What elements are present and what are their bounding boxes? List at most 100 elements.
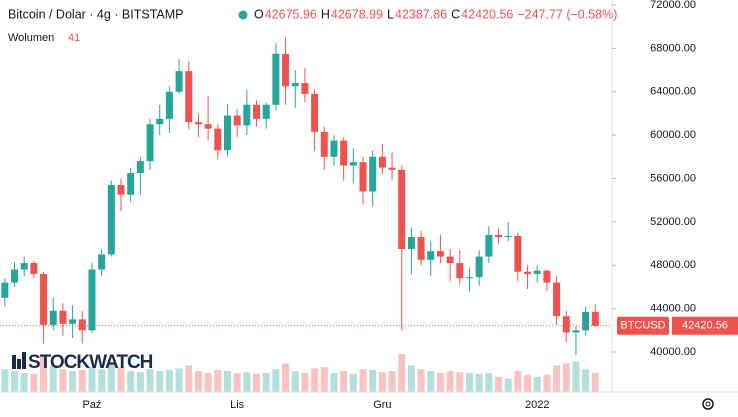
candle-body — [11, 269, 19, 283]
volume-bar — [330, 373, 338, 392]
volume-bar — [591, 373, 599, 392]
candle-body — [272, 53, 280, 105]
candle-body — [253, 104, 261, 119]
candle-body — [543, 270, 551, 283]
price-tag — [672, 316, 738, 335]
candle-body — [495, 234, 503, 238]
volume-bar — [253, 373, 261, 392]
candle-body — [417, 237, 425, 260]
volume-bar — [388, 371, 396, 392]
candle-body — [407, 237, 415, 249]
candle-body — [1, 282, 9, 298]
candle-body — [146, 124, 154, 162]
volume-bar — [533, 376, 541, 392]
volume-bar — [146, 369, 154, 392]
candle-body — [524, 271, 532, 274]
candle-body — [262, 104, 270, 119]
volume-bar — [165, 369, 173, 392]
change: −247.77 (−0.58%) — [517, 7, 617, 21]
candle-body — [465, 277, 473, 279]
y-tick-label: 64000.00 — [650, 86, 696, 98]
volume-bar — [107, 361, 115, 392]
candle-body — [591, 311, 599, 326]
y-tick-label: 48000.00 — [650, 259, 696, 271]
volume-bar — [291, 371, 299, 392]
candle-body — [156, 118, 164, 125]
symbol-tag — [617, 316, 669, 335]
candle-body — [175, 71, 183, 92]
candle-body — [282, 53, 290, 87]
gear-center — [705, 401, 711, 407]
candle-body — [194, 122, 202, 125]
candle-body — [311, 93, 319, 132]
candle-body — [223, 115, 231, 151]
volume-bar — [485, 373, 493, 392]
volume-bar — [282, 363, 290, 392]
ohlc-value: 42387.86 — [395, 7, 447, 21]
volume-bar — [272, 369, 280, 392]
volume-bar — [136, 372, 144, 392]
candle-body — [485, 234, 493, 257]
volume-bar — [88, 367, 96, 392]
chart-title: Bitcoin / Dolar · 4g · BITSTAMP — [8, 7, 184, 21]
x-tick-label: Gru — [373, 399, 391, 411]
volume-bar — [562, 363, 570, 392]
watermark-text: STOCKWATCH — [28, 352, 153, 373]
y-tick-label: 68000.00 — [650, 42, 696, 54]
volume-bar — [262, 373, 270, 392]
candle-body — [204, 124, 212, 129]
volume-bar — [446, 371, 454, 392]
candle-body — [398, 169, 406, 249]
candle-body — [427, 251, 435, 260]
volume-bar — [233, 373, 241, 392]
candle-body — [330, 140, 338, 157]
plot-area — [1, 37, 599, 392]
volume-bar — [69, 371, 77, 392]
candle-body — [127, 173, 135, 195]
volume-bar — [59, 369, 67, 392]
volume-bar — [301, 373, 309, 392]
volume-bar — [407, 365, 415, 392]
volume-bar — [127, 371, 135, 392]
y-tick-label: 56000.00 — [650, 172, 696, 184]
volume-bar — [456, 372, 464, 392]
candle-body — [369, 156, 377, 192]
candle-body — [446, 256, 454, 264]
candle-body — [533, 270, 541, 274]
volume-bar — [40, 355, 48, 392]
settings-icon[interactable] — [702, 398, 714, 410]
candle-body — [436, 251, 444, 257]
volume-bar — [340, 371, 348, 392]
y-tick-label: 44000.00 — [650, 303, 696, 315]
candle-body — [301, 83, 309, 94]
ohlc-value: 42420.56 — [461, 7, 513, 21]
candle-body — [291, 83, 299, 87]
candle-body — [340, 140, 348, 166]
symbol-label: BTCUSD — [620, 320, 665, 332]
volume-bar — [475, 373, 483, 392]
candle-body — [349, 162, 357, 166]
candle-body — [98, 254, 106, 270]
candle-body — [514, 235, 522, 272]
ohlc-value: 42678.99 — [331, 7, 383, 21]
gear[interactable] — [702, 398, 714, 410]
volume-label: Wolumen — [8, 32, 54, 44]
volume-bar — [98, 369, 106, 392]
candle-body — [572, 330, 580, 333]
market-status — [238, 10, 248, 20]
volume-bar — [20, 373, 28, 392]
candle-body — [78, 319, 86, 331]
volume-value: 41 — [68, 32, 80, 44]
volume-bar — [504, 378, 512, 392]
volume-bar — [1, 369, 9, 392]
volume-bar — [49, 365, 57, 392]
x-tick-label: Paź — [82, 399, 101, 411]
ohlc-key: L — [387, 7, 394, 21]
volume-bar — [495, 376, 503, 392]
volume-bar — [436, 373, 444, 392]
x-tick-label: Lis — [230, 399, 245, 411]
volume-bar — [185, 365, 193, 392]
volume-bar — [524, 374, 532, 392]
